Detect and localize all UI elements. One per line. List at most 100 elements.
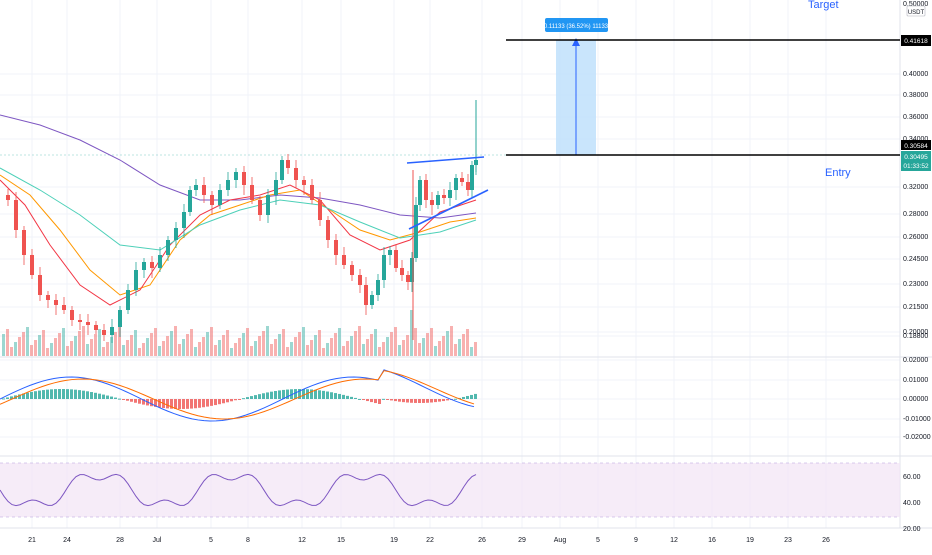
volume-bar: [442, 336, 445, 356]
macd-histogram-bar: [330, 392, 333, 399]
candle-body: [364, 285, 368, 305]
volume-bar: [22, 332, 25, 356]
macd-histogram-bar: [6, 397, 9, 399]
candle-body: [226, 180, 230, 190]
macd-histogram-bar: [386, 399, 389, 400]
current-price-tag: [901, 151, 931, 171]
macd-tick-label: 0.01000: [903, 377, 928, 384]
price-tick-label: 0.23000: [903, 281, 928, 288]
volume-bar: [38, 335, 41, 356]
macd-histogram-bar: [422, 399, 425, 403]
macd-histogram-bar: [390, 399, 393, 401]
volume-bar: [446, 331, 449, 356]
volume-bar: [158, 346, 161, 356]
trendline-lower[interactable]: [408, 189, 489, 230]
macd-histogram-bar: [374, 399, 377, 404]
candle-body: [182, 212, 186, 228]
volume-bar: [134, 330, 137, 356]
candle-body: [470, 165, 474, 190]
volume-bar: [154, 328, 157, 356]
macd-histogram-bar: [102, 394, 105, 399]
macd-histogram-bar: [326, 391, 329, 399]
entry-price-text: 0.30584: [904, 143, 928, 150]
macd-histogram-bar: [282, 389, 285, 399]
volume-bar: [202, 337, 205, 356]
volume-bar: [238, 338, 241, 356]
macd-histogram-bar: [466, 395, 469, 399]
macd-histogram-bar: [226, 399, 229, 403]
time-axis: 21 24 28 Jul 5 8 12 15 19 22 26 29 Aug 5 9 12 16 19 23 26: [28, 537, 830, 544]
macd-histogram-bar: [26, 392, 29, 399]
macd-histogram-bar: [58, 389, 61, 399]
volume-bar: [406, 335, 409, 356]
macd-histogram-bar: [434, 399, 437, 403]
volume-bar: [366, 339, 369, 356]
macd-histogram-bar: [410, 399, 413, 403]
volume-bar: [450, 326, 453, 356]
volume-bar: [466, 329, 469, 356]
macd-histogram-bar: [462, 396, 465, 399]
volume-bar: [94, 334, 97, 356]
macd-histogram-bar: [230, 399, 233, 402]
volume-bar: [350, 336, 353, 356]
candle-body: [94, 325, 98, 330]
macd-histogram-bar: [114, 397, 117, 399]
volume-bar: [178, 344, 181, 356]
macd-histogram-bar: [250, 396, 253, 399]
macd-histogram-bar: [322, 390, 325, 399]
candle-body: [14, 200, 18, 230]
candle-body: [46, 295, 50, 300]
volume-bar: [474, 342, 477, 356]
macd-histogram-bar: [62, 389, 65, 399]
macd-histogram-bar: [218, 399, 221, 405]
candle-body: [274, 180, 278, 195]
macd-histogram-bar: [186, 399, 189, 409]
candle-body: [174, 228, 178, 240]
macd-histogram-bar: [22, 393, 25, 399]
ma-line-orange: [0, 174, 477, 296]
volume-bar: [230, 348, 233, 356]
volume-bar: [270, 344, 273, 356]
candle-body: [454, 178, 458, 190]
macd-histogram-bar: [262, 393, 265, 399]
candle-body: [414, 205, 418, 258]
volume-bar: [174, 326, 177, 356]
macd-histogram-bar: [242, 398, 245, 400]
candle-body: [310, 185, 314, 200]
macd-histogram-bar: [178, 399, 181, 409]
currency-box[interactable]: [906, 5, 926, 17]
price-tick-label: 0.26000: [903, 234, 928, 241]
macd-histogram-bar: [294, 389, 297, 399]
candle-body: [394, 250, 398, 268]
trendline-upper[interactable]: [406, 156, 485, 164]
volume-bar: [246, 328, 249, 356]
volume-bar: [106, 342, 109, 356]
volume-bar: [10, 347, 13, 356]
macd-histogram-bar: [50, 389, 53, 399]
price-tick-label: 0.40000: [903, 71, 928, 78]
volume-bar: [126, 340, 129, 356]
candle-body: [342, 255, 346, 265]
candle-body: [326, 220, 330, 240]
candle-body: [286, 160, 290, 168]
macd-histogram-bar: [110, 396, 113, 399]
macd-histogram-bar: [194, 399, 197, 409]
time-tick-label: 24: [63, 537, 71, 544]
macd-histogram-bar: [382, 398, 385, 400]
candle-body: [358, 275, 362, 285]
time-tick-label: 22: [426, 537, 434, 544]
candle-body: [30, 255, 34, 275]
candle-body: [430, 200, 434, 205]
macd-histogram-bar: [334, 393, 337, 399]
volume-bar: [262, 331, 265, 356]
macd-histogram-bar: [446, 399, 449, 401]
macd-histogram-bar: [238, 399, 241, 400]
macd-histogram-bar: [354, 397, 357, 399]
volume-bar: [186, 334, 189, 356]
macd-histogram-bar: [70, 389, 73, 399]
time-tick-label: 5: [209, 537, 213, 544]
volume-bar: [206, 332, 209, 356]
time-tick-label: 19: [390, 537, 398, 544]
candle-body: [166, 240, 170, 255]
